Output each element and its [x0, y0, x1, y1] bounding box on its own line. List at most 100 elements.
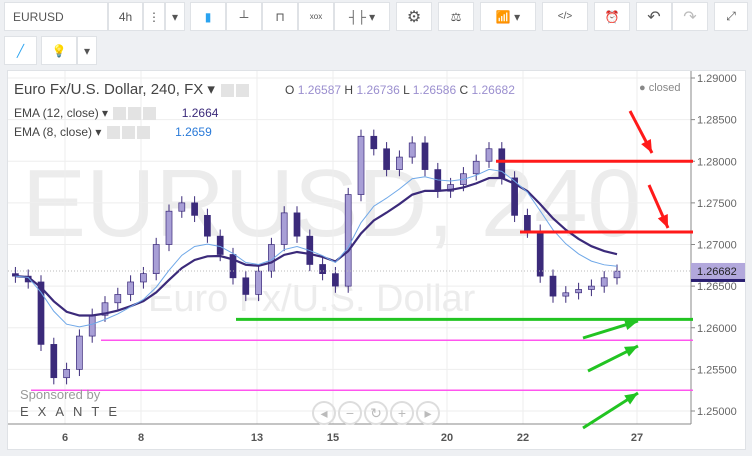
fullscreen-icon[interactable]: ⤢ — [714, 2, 748, 31]
alert-icon[interactable]: ⏰ — [594, 2, 630, 31]
red-arrow-head — [641, 139, 652, 153]
x-tick-label: 8 — [138, 432, 144, 444]
candle — [152, 237, 160, 281]
more-vertical-icon[interactable]: ⋮ — [143, 2, 165, 31]
ema12-legend: EMA (12, close) ▾ 1.2664 — [14, 106, 219, 121]
script-icon[interactable]: </> — [542, 2, 588, 31]
candle — [242, 271, 250, 302]
eye-icon[interactable] — [221, 83, 235, 97]
settings-icon[interactable]: ⚙ — [396, 2, 432, 31]
candle — [344, 187, 352, 293]
candle — [293, 206, 301, 243]
candlestick-chart[interactable]: EURUSD, 240 Euro Fx/U.S. Dollar 1.29000 1.2… — [8, 71, 747, 451]
redo-icon[interactable]: ↷ — [672, 2, 708, 31]
studies-icon[interactable]: 📶 ▾ — [480, 2, 536, 31]
x-tick-label: 6 — [62, 432, 68, 444]
candle — [383, 142, 390, 177]
y-tick-label: 1.29000 — [697, 73, 737, 85]
interval-button[interactable]: 4h — [108, 2, 143, 31]
y-tick-label: 1.26000 — [697, 323, 737, 335]
candle — [127, 275, 134, 302]
y-tick-label: 1.26500 — [697, 281, 737, 293]
x-tick-label: 13 — [251, 432, 263, 444]
candle — [191, 196, 198, 223]
y-tick-label: 1.25500 — [697, 364, 737, 376]
candle — [613, 264, 621, 285]
green-arrow-head — [624, 319, 638, 331]
candle — [588, 279, 595, 297]
legend-title: Euro Fx/U.S. Dollar, 240, FX ▾ — [14, 80, 250, 98]
candle — [472, 154, 480, 181]
candle — [600, 271, 608, 293]
candle — [421, 136, 429, 177]
candle — [408, 136, 416, 164]
x-tick-label: 20 — [441, 432, 453, 444]
exante-logo[interactable]: EXANTE — [20, 404, 127, 419]
candle — [88, 308, 96, 343]
y-tick-label: 1.27500 — [697, 198, 737, 210]
gear-icon[interactable] — [236, 83, 250, 97]
indicator-icon[interactable]: ┤├ ▾ — [334, 2, 390, 31]
y-tick-label: 1.28000 — [697, 156, 737, 168]
candle — [357, 129, 365, 202]
candle — [511, 171, 518, 223]
candle — [50, 337, 58, 385]
candle — [396, 150, 403, 177]
x-tick-label: 15 — [327, 432, 339, 444]
zoom-in-icon[interactable]: + — [390, 401, 414, 425]
candle — [370, 129, 378, 156]
ema12-line — [15, 176, 618, 317]
green-arrow-head — [624, 393, 638, 405]
green-arrow-head — [624, 346, 638, 357]
candle — [12, 266, 19, 283]
dropdown-icon[interactable]: ▾ — [165, 2, 185, 31]
brush-icon[interactable]: ╱ — [4, 36, 37, 65]
candle — [178, 196, 186, 218]
candle — [63, 362, 70, 385]
line-icon[interactable]: ⊓ — [262, 2, 298, 31]
last-price-label: 1.26682 — [697, 266, 737, 278]
chart-navigation: ◂ − ↻ + ▸ — [312, 401, 440, 425]
candle — [485, 142, 493, 168]
last-price-badge — [691, 262, 745, 279]
symbol-input[interactable]: EURUSD — [4, 2, 108, 31]
candle — [319, 257, 326, 281]
y-tick-label: 1.28500 — [697, 115, 737, 127]
chart-panel[interactable]: EURUSD, 240 Euro Fx/U.S. Dollar 1.29000 1.2… — [7, 70, 746, 450]
y-tick-label: 1.27000 — [697, 240, 737, 252]
compare-icon[interactable]: ⚖ — [438, 2, 474, 31]
idea-icon[interactable]: 💡 — [41, 36, 77, 65]
candle — [549, 269, 557, 303]
scroll-right-icon[interactable]: ▸ — [416, 401, 440, 425]
ohlc-readout: O 1.26587 H 1.26736 L 1.26586 C 1.26682 — [285, 83, 515, 97]
candle — [101, 296, 109, 322]
candle — [280, 206, 288, 252]
x-tick-label: 27 — [631, 432, 643, 444]
scroll-left-icon[interactable]: ◂ — [312, 401, 336, 425]
watermark-sub: Euro Fx/U.S. Dollar — [148, 278, 476, 320]
point-figure-icon[interactable]: xox — [298, 2, 334, 31]
candle — [114, 287, 122, 310]
undo-icon[interactable]: ↶ — [636, 2, 672, 31]
red-arrow-head — [657, 214, 668, 228]
watermark: EURUSD, 240 — [22, 150, 641, 257]
symbol-title: Euro Fx/U.S. Dollar, 240, FX — [14, 81, 204, 98]
market-status: ● closed — [639, 82, 681, 94]
candle — [575, 282, 582, 300]
bars-icon[interactable]: ┴ — [226, 2, 262, 31]
ema8-line — [15, 168, 618, 328]
candle — [76, 329, 83, 377]
x-tick-label: 22 — [517, 432, 529, 444]
candle — [204, 208, 211, 243]
candle — [165, 204, 173, 252]
ema-price-marker — [691, 278, 745, 282]
ema8-legend: EMA (8, close) ▾ 1.2659 — [14, 125, 212, 140]
reset-icon[interactable]: ↻ — [364, 401, 388, 425]
sponsor-text: Sponsored by — [20, 387, 101, 402]
candle — [562, 286, 570, 303]
candles-icon[interactable]: ▮ — [190, 2, 226, 31]
dropdown-icon[interactable]: ▾ — [77, 36, 97, 65]
zoom-out-icon[interactable]: − — [338, 401, 362, 425]
y-tick-label: 1.25000 — [697, 406, 737, 418]
candle — [255, 264, 262, 302]
